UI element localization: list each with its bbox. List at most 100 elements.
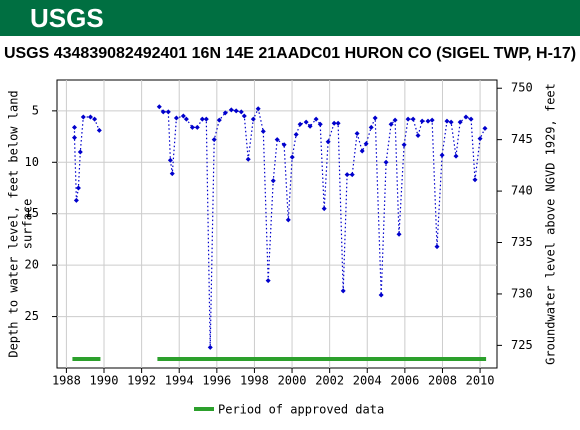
data-point [73,197,79,203]
x-tick-label: 2004 [353,374,382,388]
y-tick-label: 15 [25,206,39,220]
data-point [241,113,247,119]
data-point [472,177,478,183]
data-point [335,120,341,126]
data-point [96,127,102,133]
data-point [167,157,173,163]
data-point [349,172,355,178]
data-point [255,106,261,112]
y-axis-label: surface [21,199,35,250]
data-point [331,120,337,126]
y2-tick-label: 740 [511,184,533,198]
data-point [363,141,369,147]
x-tick-label: 2000 [278,374,307,388]
x-tick-label: 1994 [165,374,194,388]
data-point [392,117,398,123]
y-tick-label: 20 [25,258,39,272]
data-point [415,133,421,139]
data-point [71,124,77,130]
data-point [321,206,327,212]
chart-title: USGS 434839082492401 16N 14E 21AADC01 HU… [4,45,576,62]
data-point [211,137,217,143]
data-point [410,116,416,122]
data-point [233,108,239,114]
plot-frame [56,79,498,369]
legend-swatch [194,407,214,411]
data-point [482,125,488,131]
data-point [439,152,445,158]
data-point [77,149,83,155]
x-tick-label: 2002 [315,374,344,388]
data-point [372,115,378,121]
y2-tick-label: 745 [511,132,533,146]
data-point [405,116,411,122]
x-tick-label: 1990 [90,374,119,388]
data-point [354,130,360,136]
data-point [156,104,162,110]
data-point [429,117,435,123]
data-point [245,156,251,162]
data-point [285,217,291,223]
x-tick-label: 1998 [240,374,269,388]
x-tick-label: 2010 [466,374,495,388]
data-point [180,113,186,119]
data-point [340,288,346,294]
data-point [80,114,86,120]
data-point [216,117,222,123]
data-point [303,119,309,125]
logo: USGS [30,3,104,33]
data-point [169,171,175,177]
data-point [425,118,431,124]
data-point [203,116,209,122]
y-axis-label: Depth to water level, feet below land [7,90,21,357]
y-tick-label: 5 [32,103,39,117]
data-point [222,110,228,116]
y2-tick-label: 730 [511,286,533,300]
data-line [73,106,486,348]
data-point [383,159,389,165]
data-point [325,139,331,145]
data-point [92,116,98,122]
data-point [317,121,323,127]
data-point [71,135,77,141]
x-tick-label: 2008 [428,374,457,388]
data-point [250,116,256,122]
y-tick-label: 25 [25,309,39,323]
header-bar [0,0,580,36]
data-point [281,142,287,148]
data-point [401,142,407,148]
legend-label: Period of approved data [218,403,384,417]
x-tick-label: 2006 [390,374,419,388]
data-point [468,116,474,122]
data-point [368,124,374,130]
data-point [313,116,319,122]
x-tick-label: 1988 [52,374,81,388]
data-point [183,116,189,122]
data-point [274,137,280,143]
data-point [228,107,234,113]
data-point [448,119,454,125]
y-tick-label: 10 [25,155,39,169]
data-point [444,118,450,124]
data-point [453,153,459,159]
data-point [75,185,81,191]
y2-tick-label: 750 [511,81,533,95]
data-point [388,121,394,127]
data-point [307,123,313,129]
data-point [463,114,469,120]
data-point [260,128,266,134]
data-point [344,172,350,178]
data-point [87,114,93,120]
y2-tick-label: 735 [511,235,533,249]
data-point [265,278,271,284]
data-point [457,119,463,125]
data-point [238,109,244,115]
data-point [359,148,365,154]
data-point [165,109,171,115]
data-point [378,292,384,298]
y2-axis-label: Groundwater level above NGVD 1929, feet [544,83,558,365]
data-point [477,136,483,142]
data-point [199,116,205,122]
data-point [194,124,200,130]
